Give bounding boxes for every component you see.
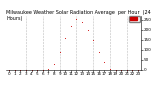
Text: Milwaukee Weather Solar Radiation Average  per Hour  (24 Hours): Milwaukee Weather Solar Radiation Averag…: [6, 10, 151, 21]
Legend: : [129, 16, 140, 22]
